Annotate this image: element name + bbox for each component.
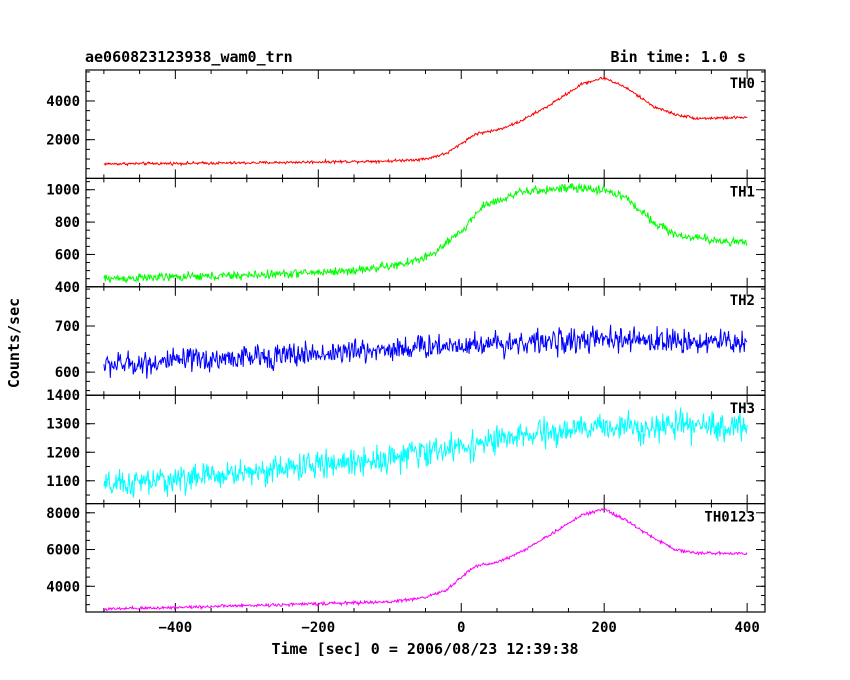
panel-th0: 2000 4000 TH0 bbox=[46, 69, 766, 180]
y-tick-label: 6000 bbox=[46, 543, 80, 559]
y-axis-label: Counts/sec bbox=[5, 298, 23, 388]
x-tick-label: −400 bbox=[158, 620, 192, 636]
series-line-th2 bbox=[103, 324, 748, 379]
y-tick-label: 4000 bbox=[46, 579, 80, 595]
y-tick-label: 1400 bbox=[46, 388, 80, 404]
panel-th0123: 4000 6000 8000 TH0123 bbox=[46, 503, 766, 613]
series-line-th1 bbox=[103, 182, 748, 284]
y-tick-label: 2000 bbox=[46, 133, 80, 149]
series-label-th1: TH1 bbox=[730, 184, 755, 200]
panel-frame bbox=[85, 503, 766, 613]
y-tick-label: 1000 bbox=[46, 183, 80, 199]
panel-frame bbox=[85, 286, 766, 396]
y-tick-label: 1100 bbox=[46, 474, 80, 490]
y-tick-label: 700 bbox=[55, 319, 80, 335]
x-axis-label: Time [sec] 0 = 2006/08/23 12:39:38 bbox=[271, 640, 578, 658]
panel-frame bbox=[85, 177, 766, 288]
y-tick-label: 1200 bbox=[46, 445, 80, 461]
series-line-th0 bbox=[103, 75, 748, 167]
y-tick-label: 400 bbox=[55, 280, 80, 296]
series-label-th0: TH0 bbox=[730, 76, 755, 92]
x-tick-label: 200 bbox=[592, 620, 617, 636]
y-tick-label: 600 bbox=[55, 365, 80, 381]
series-line-th0123 bbox=[103, 507, 748, 612]
y-tick-label: 8000 bbox=[46, 506, 80, 522]
chart-title: ae060823123938_wam0_trn bbox=[85, 48, 293, 66]
y-tick-label: 1300 bbox=[46, 417, 80, 433]
y-tick-label: 600 bbox=[55, 247, 80, 263]
series-label-th3: TH3 bbox=[730, 401, 755, 417]
panel-th1: 400 600 800 1000 TH1 bbox=[46, 177, 766, 296]
series-label-th0123: TH0123 bbox=[704, 510, 755, 526]
y-tick-label: 4000 bbox=[46, 94, 80, 110]
x-tick-label: 0 bbox=[457, 620, 465, 636]
y-tick-label: 800 bbox=[55, 215, 80, 231]
panel-frame bbox=[85, 394, 766, 505]
x-tick-label: 400 bbox=[734, 620, 759, 636]
bin-time-label: Bin time: 1.0 s bbox=[611, 48, 746, 66]
series-line-th3 bbox=[103, 407, 748, 498]
panel-th3: 1100 1200 1300 1400 TH3 bbox=[46, 388, 766, 505]
x-tick-label: −200 bbox=[301, 620, 335, 636]
panel-th2: 600 700 TH2 bbox=[55, 286, 766, 396]
series-label-th2: TH2 bbox=[730, 293, 755, 309]
